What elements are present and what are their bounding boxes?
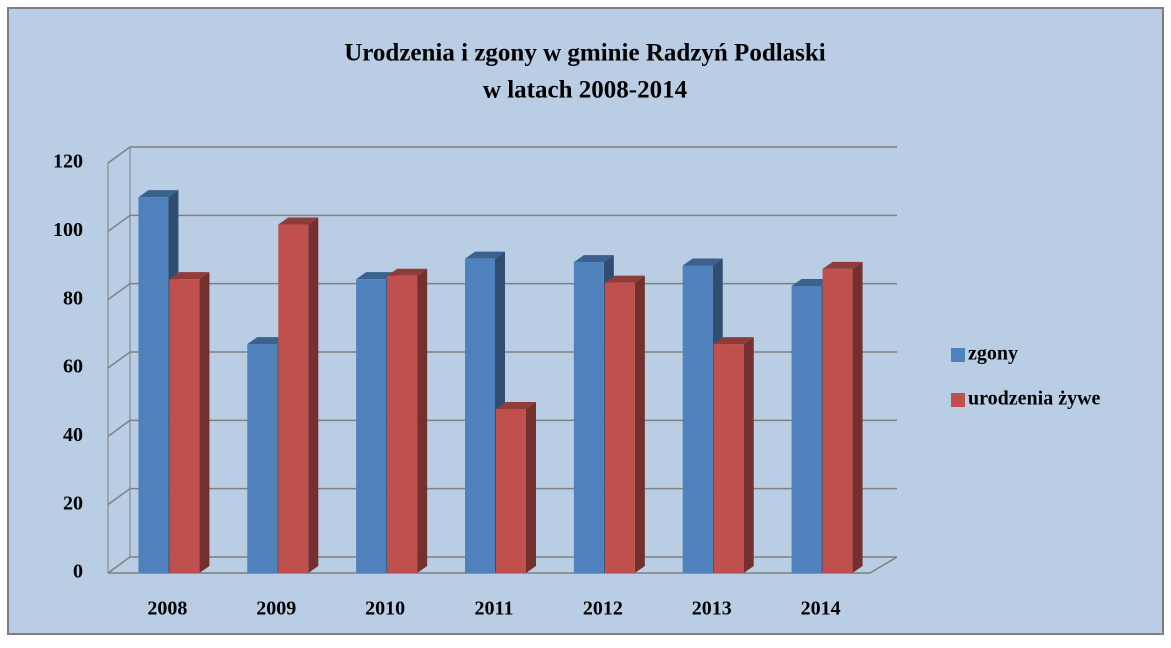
y-tick-label: 0 xyxy=(73,561,83,583)
bar-top xyxy=(822,261,863,269)
bar xyxy=(604,282,635,573)
grid-line xyxy=(107,351,131,369)
bar-top xyxy=(791,279,832,286)
legend-label: urodzenia żywe xyxy=(968,388,1101,410)
bar xyxy=(573,262,604,573)
x-tick-label: 2011 xyxy=(475,598,514,620)
x-tick-label: 2014 xyxy=(801,598,841,620)
bar-top xyxy=(713,337,754,345)
bar-top xyxy=(138,190,179,198)
y-tick-label: 40 xyxy=(63,424,83,446)
legend-swatch xyxy=(951,348,965,362)
bar-top xyxy=(247,337,288,345)
legend-swatch xyxy=(951,393,965,407)
grid-line xyxy=(107,283,131,301)
bar-side xyxy=(199,272,210,573)
bar-side xyxy=(526,402,536,573)
bar-side xyxy=(308,217,319,573)
bar xyxy=(247,344,278,573)
bar xyxy=(278,224,309,573)
bar-top xyxy=(387,268,428,276)
y-tick-label: 100 xyxy=(53,219,83,241)
x-tick-label: 2009 xyxy=(256,598,296,620)
bar xyxy=(682,265,713,573)
bar-top xyxy=(465,251,505,259)
bar-top xyxy=(573,255,614,263)
bar-top xyxy=(604,275,645,283)
bar-side xyxy=(743,337,754,573)
bar-side xyxy=(852,261,863,573)
bar-top xyxy=(356,272,397,280)
x-tick-label: 2010 xyxy=(365,598,405,620)
bar xyxy=(356,279,387,573)
bar-side xyxy=(417,268,428,573)
grid-line xyxy=(107,146,131,164)
y-tick-label: 80 xyxy=(63,287,83,309)
bar xyxy=(822,268,853,573)
bar-top xyxy=(278,217,319,225)
bar xyxy=(169,279,200,573)
bar xyxy=(791,286,822,573)
chart-title: Urodzenia i zgony w gminie Radzyń Podlas… xyxy=(344,40,826,67)
grid-line xyxy=(107,214,131,232)
x-tick-label: 2008 xyxy=(147,598,187,620)
bar xyxy=(465,258,495,573)
bar-top xyxy=(169,272,210,280)
grid-line xyxy=(107,419,131,437)
bar-top xyxy=(496,402,536,409)
y-tick-label: 20 xyxy=(63,492,83,514)
legend-label: zgony xyxy=(968,343,1018,365)
bar xyxy=(713,344,744,573)
chart-title: w latach 2008-2014 xyxy=(483,77,688,104)
bar xyxy=(387,275,418,573)
bar xyxy=(496,409,526,573)
grid-line xyxy=(107,556,131,574)
grid-line xyxy=(107,488,131,506)
bar-side xyxy=(634,275,645,573)
bar-top xyxy=(682,258,723,266)
y-tick-label: 120 xyxy=(53,151,83,173)
x-tick-label: 2012 xyxy=(583,598,623,620)
y-tick-label: 60 xyxy=(63,356,83,378)
x-tick-label: 2013 xyxy=(692,598,732,620)
bar xyxy=(138,197,169,573)
